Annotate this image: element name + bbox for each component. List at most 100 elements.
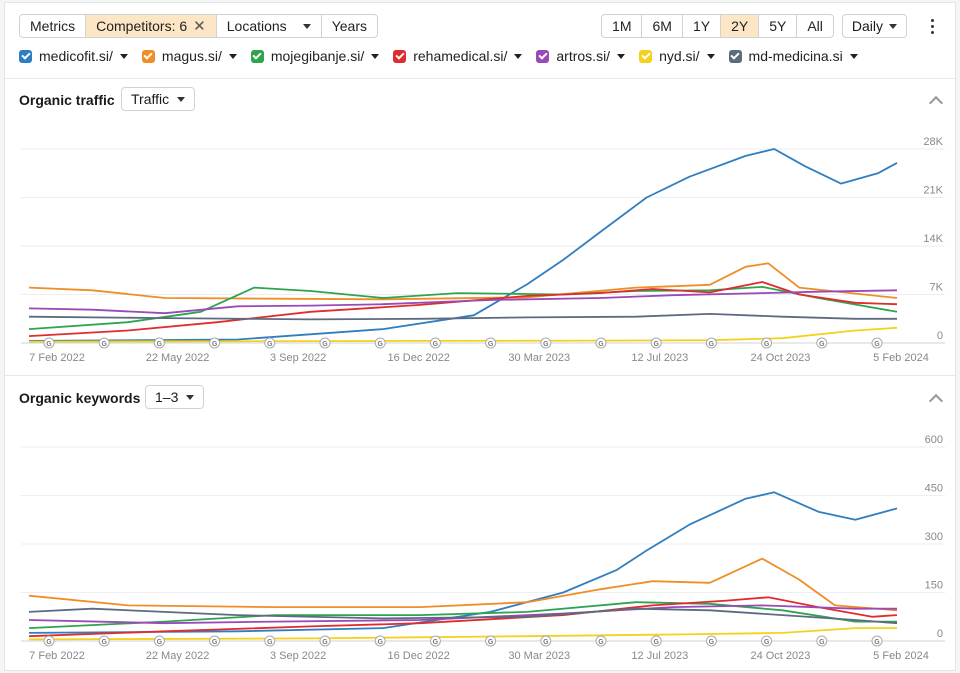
chevron-down-icon bbox=[186, 394, 195, 400]
checkbox-icon[interactable] bbox=[728, 49, 742, 63]
chevron-down-icon bbox=[889, 23, 897, 29]
range-all[interactable]: All bbox=[796, 15, 833, 37]
range-2y[interactable]: 2Y bbox=[720, 15, 759, 37]
series-line-md-medicina-si[interactable] bbox=[28, 312, 897, 321]
x-tick-label: 7 Feb 2022 bbox=[29, 650, 85, 662]
series-line-md-medicina-si[interactable] bbox=[28, 607, 898, 625]
google-icon: G bbox=[377, 639, 383, 646]
google-icon: G bbox=[212, 639, 218, 646]
x-tick-label: 3 Sep 2022 bbox=[270, 352, 326, 364]
metrics-button[interactable]: Metrics bbox=[20, 15, 85, 37]
google-icon: G bbox=[543, 639, 549, 646]
google-update-marker[interactable] bbox=[43, 635, 55, 647]
interval-dropdown[interactable]: Daily bbox=[841, 14, 907, 38]
chevron-down-icon[interactable] bbox=[514, 53, 523, 59]
filter-toolbar: Metrics Competitors: 6 ✕ Locations Years bbox=[19, 14, 378, 40]
google-update-marker[interactable] bbox=[319, 337, 331, 349]
organic-traffic-chart: 28K 21K 14K 7K 0 7 Feb 2022 22 May 2022 3 Sep 2… bbox=[21, 136, 945, 364]
google-update-marker[interactable] bbox=[209, 635, 221, 647]
series-line-nyd-si[interactable] bbox=[28, 627, 897, 641]
google-update-marker[interactable] bbox=[705, 635, 717, 647]
chevron-down-icon[interactable] bbox=[228, 53, 237, 59]
google-update-marker[interactable] bbox=[209, 337, 221, 349]
google-icon: G bbox=[874, 341, 880, 348]
google-update-marker[interactable] bbox=[153, 337, 165, 349]
google-update-marker[interactable] bbox=[374, 337, 386, 349]
divider bbox=[5, 375, 955, 376]
series-line-mojegibanje-si[interactable] bbox=[28, 285, 898, 330]
y-tick-label: 600 bbox=[925, 434, 943, 446]
google-icon: G bbox=[46, 341, 52, 348]
google-update-marker[interactable] bbox=[650, 337, 662, 349]
google-update-marker[interactable] bbox=[98, 635, 110, 647]
google-icon: G bbox=[543, 341, 549, 348]
google-update-marker[interactable] bbox=[98, 337, 110, 349]
legend-item[interactable]: medicofit.si/ bbox=[19, 48, 128, 64]
competitors-button[interactable]: Competitors: 6 ✕ bbox=[85, 15, 216, 37]
chevron-down-icon[interactable] bbox=[617, 53, 626, 59]
google-update-marker[interactable] bbox=[705, 337, 717, 349]
google-update-marker[interactable] bbox=[374, 635, 386, 647]
google-update-marker[interactable] bbox=[485, 635, 497, 647]
range-5y[interactable]: 5Y bbox=[758, 15, 796, 37]
google-update-marker[interactable] bbox=[871, 337, 883, 349]
series-line-mojegibanje-si[interactable] bbox=[28, 601, 897, 629]
google-update-marker[interactable] bbox=[595, 337, 607, 349]
checkbox-icon[interactable] bbox=[19, 49, 32, 63]
google-icon: G bbox=[598, 639, 604, 646]
google-update-marker[interactable] bbox=[264, 337, 276, 349]
series-line-magus-si[interactable] bbox=[28, 557, 898, 612]
google-update-marker[interactable] bbox=[650, 635, 662, 647]
legend-item[interactable]: rehamedical.si/ bbox=[393, 48, 523, 64]
legend-item[interactable]: nyd.si/ bbox=[639, 48, 715, 64]
checkbox-icon[interactable] bbox=[536, 49, 550, 63]
google-update-marker[interactable] bbox=[264, 635, 276, 647]
google-update-marker[interactable] bbox=[540, 337, 552, 349]
locations-dropdown[interactable]: Locations bbox=[215, 15, 321, 37]
series-line-rehamedical-si[interactable] bbox=[28, 596, 898, 638]
google-update-marker[interactable] bbox=[429, 337, 441, 349]
range-6m[interactable]: 6M bbox=[641, 15, 681, 37]
google-update-marker[interactable] bbox=[816, 337, 828, 349]
google-update-marker[interactable] bbox=[319, 635, 331, 647]
x-tick-label: 5 Feb 2024 bbox=[873, 650, 929, 662]
google-update-marker[interactable] bbox=[761, 635, 773, 647]
range-1m[interactable]: 1M bbox=[612, 18, 632, 34]
years-button[interactable]: Years bbox=[320, 15, 377, 37]
google-update-marker[interactable] bbox=[816, 635, 828, 647]
checkbox-icon[interactable] bbox=[250, 49, 264, 63]
checkbox-icon[interactable] bbox=[393, 49, 407, 63]
google-update-marker[interactable] bbox=[153, 635, 165, 647]
series-line-medicofit-si[interactable] bbox=[28, 491, 898, 634]
google-update-marker[interactable] bbox=[43, 337, 55, 349]
traffic-metric-dropdown[interactable]: Traffic bbox=[121, 87, 196, 111]
checkbox-icon[interactable] bbox=[639, 49, 653, 63]
series-line-magus-si[interactable] bbox=[28, 262, 898, 301]
google-update-marker[interactable] bbox=[429, 635, 441, 647]
chevron-down-icon[interactable] bbox=[706, 53, 715, 59]
legend-item[interactable]: magus.si/ bbox=[141, 48, 237, 64]
collapse-traffic-icon[interactable] bbox=[928, 95, 944, 111]
chevron-down-icon[interactable] bbox=[371, 53, 380, 59]
chevron-down-icon[interactable] bbox=[849, 53, 858, 59]
google-update-marker[interactable] bbox=[485, 337, 497, 349]
google-update-marker[interactable] bbox=[761, 337, 773, 349]
divider bbox=[5, 78, 955, 79]
checkbox-icon[interactable] bbox=[141, 49, 155, 63]
google-update-marker[interactable] bbox=[540, 635, 552, 647]
legend-item[interactable]: md-medicina.si bbox=[728, 48, 858, 64]
chevron-down-icon[interactable] bbox=[119, 53, 128, 59]
collapse-keywords-icon[interactable] bbox=[928, 393, 944, 409]
series-line-artros-si[interactable] bbox=[28, 289, 898, 315]
google-update-marker[interactable] bbox=[595, 635, 607, 647]
legend-item[interactable]: mojegibanje.si/ bbox=[250, 48, 380, 64]
google-update-marker[interactable] bbox=[871, 635, 883, 647]
more-options-icon[interactable] bbox=[925, 16, 939, 36]
series-line-rehamedical-si[interactable] bbox=[28, 281, 898, 337]
range-1y[interactable]: 1Y bbox=[681, 15, 720, 37]
legend-item[interactable]: artros.si/ bbox=[536, 48, 626, 64]
close-icon[interactable]: ✕ bbox=[193, 17, 206, 35]
keywords-position-dropdown[interactable]: 1–3 bbox=[145, 385, 205, 409]
series-line-medicofit-si[interactable] bbox=[28, 148, 898, 342]
y-tick-label: 21K bbox=[923, 185, 943, 197]
